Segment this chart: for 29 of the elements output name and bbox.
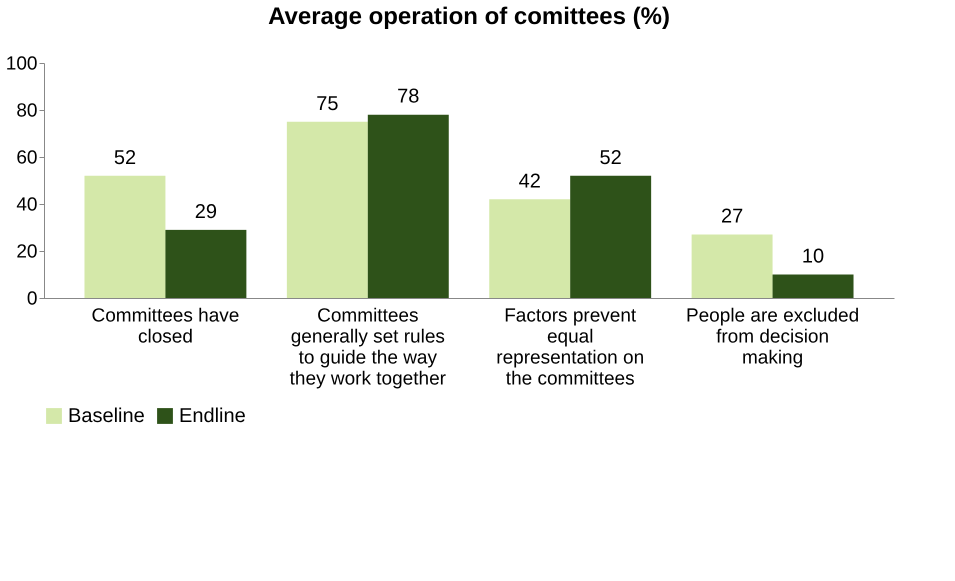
bar [368, 114, 449, 298]
bar [165, 230, 246, 298]
data-label: 27 [720, 206, 744, 228]
bar [84, 176, 166, 298]
data-label: 52 [114, 146, 136, 169]
data-label: 29 [194, 200, 218, 223]
data-label: 75 [316, 92, 338, 115]
bar [570, 176, 652, 298]
y-tick-label: 0 [26, 288, 38, 310]
data-label: 78 [397, 86, 420, 108]
x-tick-label: Factors prevent equal representation on the committees [496, 306, 644, 390]
x-tick-label: People are excluded from decision making [686, 306, 860, 368]
data-label: 52 [600, 146, 622, 169]
x-tick-label: Committees have closed [92, 306, 240, 348]
y-tick-label: 40 [16, 194, 38, 216]
x-tick-label: Committees generally set rules to guide the way they work together [290, 306, 447, 390]
y-tick-label: 100 [6, 54, 38, 74]
y-tick-label: 20 [16, 242, 38, 262]
bar [692, 234, 773, 298]
legend-label: Baseline [68, 405, 145, 427]
legend-label: Endline [179, 405, 246, 427]
y-tick-label: 60 [16, 148, 38, 168]
y-tick-label: 80 [16, 100, 38, 122]
data-label: 42 [518, 170, 541, 192]
bar [286, 122, 368, 298]
chart-title: Average operation of comittees (%) [268, 3, 670, 30]
bar [772, 274, 854, 298]
bar [489, 199, 570, 298]
data-label: 10 [802, 246, 824, 268]
